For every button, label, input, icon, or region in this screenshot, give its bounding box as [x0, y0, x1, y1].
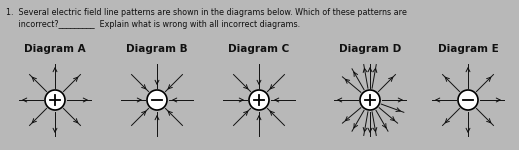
Text: Diagram A: Diagram A [24, 44, 86, 54]
Text: incorrect?_________  Explain what is wrong with all incorrect diagrams.: incorrect?_________ Explain what is wron… [6, 20, 300, 29]
Text: Diagram D: Diagram D [339, 44, 401, 54]
Text: Diagram E: Diagram E [438, 44, 498, 54]
Circle shape [147, 90, 167, 110]
Circle shape [45, 90, 65, 110]
Circle shape [458, 90, 478, 110]
Circle shape [249, 90, 269, 110]
Text: Diagram C: Diagram C [228, 44, 290, 54]
Text: 1.  Several electric field line patterns are shown in the diagrams below. Which : 1. Several electric field line patterns … [6, 8, 407, 17]
Text: Diagram B: Diagram B [126, 44, 188, 54]
Circle shape [360, 90, 380, 110]
